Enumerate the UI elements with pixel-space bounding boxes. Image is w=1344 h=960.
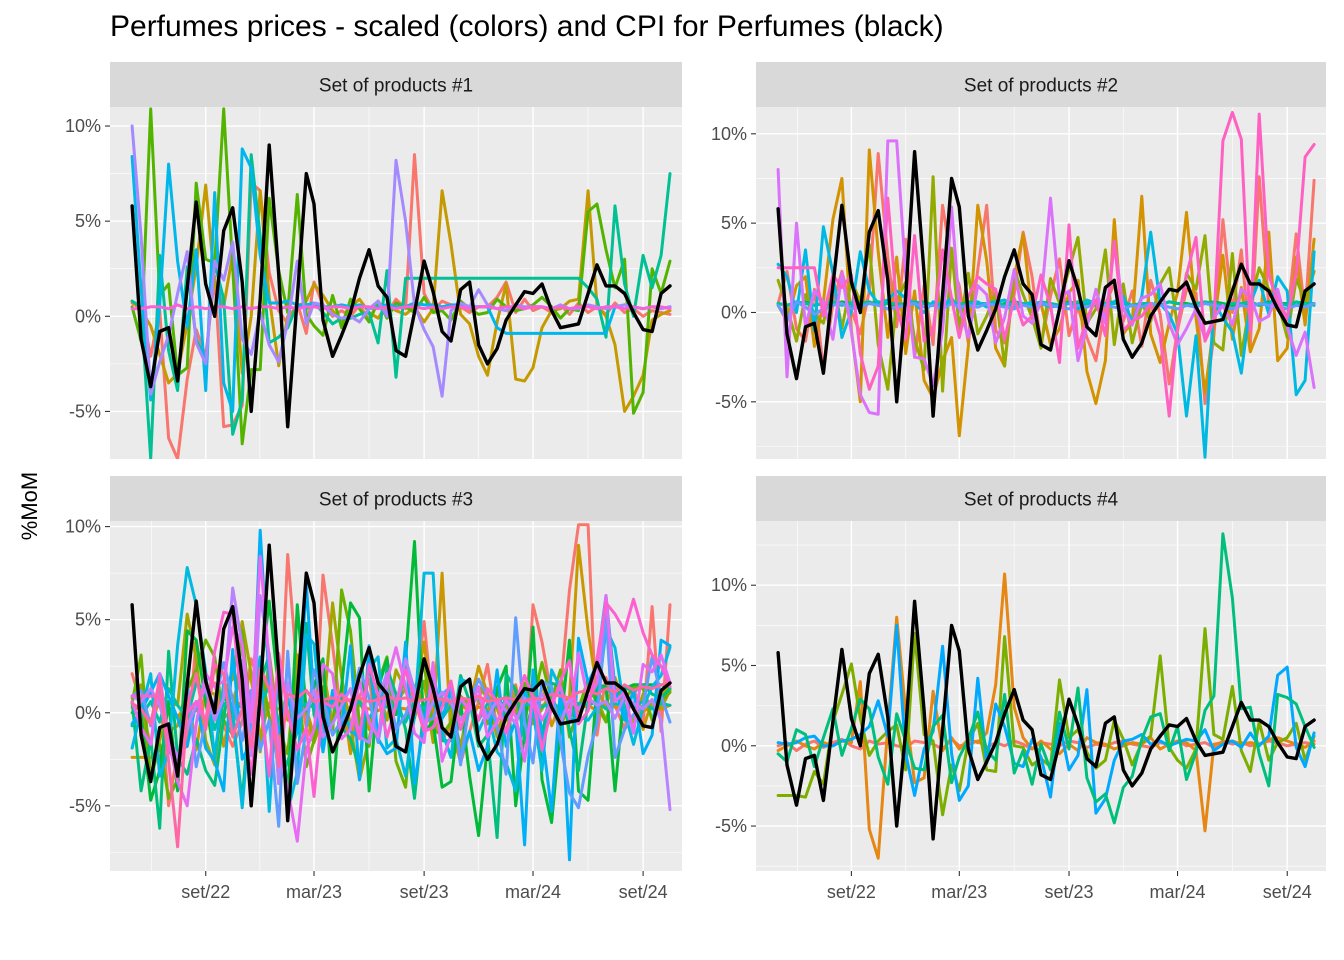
cpi-line xyxy=(130,543,672,823)
series-line-8 xyxy=(776,139,1316,416)
x-tick-label: set/24 xyxy=(1263,882,1312,902)
panel-strip-label: Set of products #4 xyxy=(964,490,1119,511)
y-tick-label: 10% xyxy=(65,116,101,136)
series-line-13 xyxy=(130,554,672,843)
panel-strip xyxy=(110,476,682,521)
y-tick-label: 10% xyxy=(65,517,101,537)
y-tick-label: 10% xyxy=(711,124,747,144)
series-line-5 xyxy=(776,300,1316,307)
x-tick-label: set/23 xyxy=(400,882,449,902)
panel-strip xyxy=(756,476,1326,521)
x-tick-label: mar/24 xyxy=(505,882,561,902)
series-line-3 xyxy=(776,627,1316,817)
panel-2: Set of products #2 -5% 0% 5% 10% xyxy=(711,62,1326,459)
series-line-7 xyxy=(130,303,672,311)
panel-4: Set of products #4 -5% 0% 5% 10% set/22 mar/23… xyxy=(711,476,1326,902)
panel-series-group xyxy=(130,523,672,862)
y-tick-label: -5% xyxy=(715,816,747,836)
series-line-4 xyxy=(130,153,672,459)
y-tick-label: 5% xyxy=(721,213,747,233)
panel-strip xyxy=(756,62,1326,107)
x-tick-label: set/24 xyxy=(619,882,668,902)
cpi-line xyxy=(130,143,672,429)
series-line-9 xyxy=(776,110,1316,418)
panel-strip-label: Set of products #3 xyxy=(319,490,473,511)
y-tick-label: -5% xyxy=(69,401,101,421)
y-tick-label: -5% xyxy=(69,796,101,816)
series-line-15 xyxy=(130,662,672,849)
x-tick-label: set/23 xyxy=(1044,882,1093,902)
x-tick-label: mar/24 xyxy=(1150,882,1206,902)
panel-strip-label: Set of products #1 xyxy=(319,76,473,97)
panel-strip-label: Set of products #2 xyxy=(964,76,1118,97)
x-tick-label: set/22 xyxy=(827,882,876,902)
cpi-line xyxy=(776,149,1316,418)
panel-1: Set of products #1 -5% 0% 5% 10% xyxy=(65,62,682,459)
y-tick-label: -5% xyxy=(715,392,747,412)
panel-series-group xyxy=(776,532,1316,860)
y-tick-label: 5% xyxy=(721,655,747,675)
y-tick-label: 5% xyxy=(75,610,101,630)
x-tick-label: mar/23 xyxy=(931,882,987,902)
chart-title: Perfumes prices - scaled (colors) and CP… xyxy=(110,10,944,43)
series-line-10 xyxy=(130,528,672,862)
y-tick-label: 5% xyxy=(75,211,101,231)
y-tick-label: 10% xyxy=(711,575,747,595)
series-line-5 xyxy=(776,532,1316,825)
series-line-3 xyxy=(130,107,672,446)
y-tick-label: 0% xyxy=(721,736,747,756)
panel-series-group xyxy=(776,110,1316,459)
series-line-14 xyxy=(130,597,672,798)
series-line-11 xyxy=(130,612,672,828)
panel-3: Set of products #3 -5% 0% 5% 10% set/22 mar/23… xyxy=(65,476,682,902)
x-tick-label: set/22 xyxy=(181,882,230,902)
y-tick-label: 0% xyxy=(75,306,101,326)
y-tick-label: 0% xyxy=(721,302,747,322)
y-tick-label: 0% xyxy=(75,703,101,723)
cpi-line xyxy=(776,599,1316,841)
x-tick-label: mar/23 xyxy=(286,882,342,902)
panel-strip xyxy=(110,62,682,107)
panel-series-group xyxy=(130,107,672,459)
